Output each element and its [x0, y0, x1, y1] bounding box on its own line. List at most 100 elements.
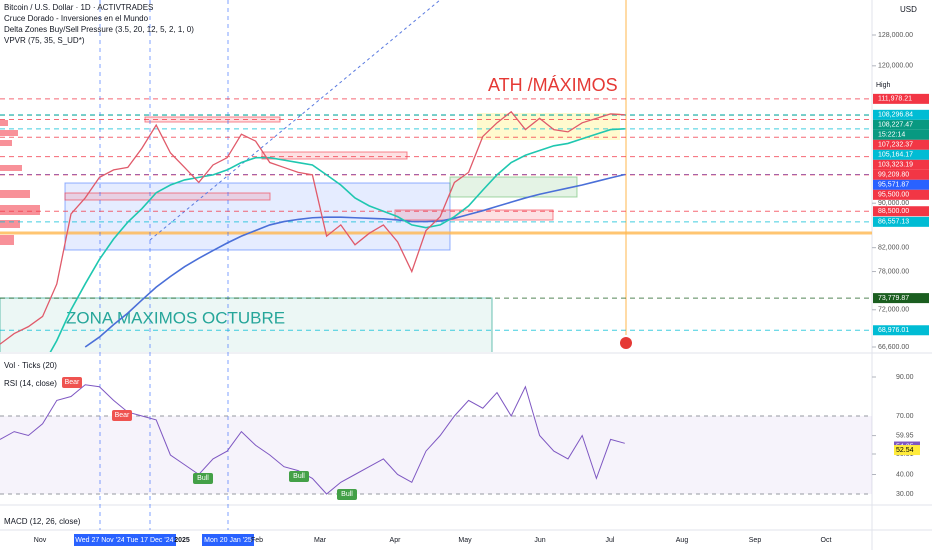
vp-bar: [0, 120, 8, 126]
zone-box: [64, 182, 451, 251]
signal-label: Bull: [197, 475, 209, 482]
time-label: Tue 17 Dec '24: [127, 537, 174, 544]
price-tick-label: 78,000.00: [878, 268, 909, 275]
time-label: Nov: [34, 537, 47, 544]
price-label-box: [873, 159, 929, 170]
vp-bar: [0, 190, 30, 198]
price-label: 103,323.19: [878, 162, 913, 169]
price-label: 86,557.13: [878, 219, 909, 226]
zone-box: [261, 151, 408, 160]
price-label: 111,978.21: [878, 96, 912, 103]
date-highlight: [202, 534, 254, 546]
signal-label: Bear: [65, 379, 80, 386]
countdown-box: [873, 129, 929, 140]
high-label: High: [876, 82, 891, 89]
event-icon[interactable]: [620, 337, 632, 349]
annotation: ATH /MÁXIMOS: [488, 75, 618, 95]
rsi-tick-label: 30.00: [896, 491, 914, 498]
price-label-box: [873, 93, 929, 104]
price-label: 95,500.00: [878, 192, 909, 199]
price-label-box: [873, 325, 929, 336]
time-label: Oct: [821, 537, 832, 544]
price-tick-label: 82,000.00: [878, 245, 909, 252]
signal-box: [193, 473, 213, 484]
time-label: Mon 20 Jan '25: [204, 537, 252, 544]
signal-box: [289, 471, 309, 482]
price-label: 99,209.80: [878, 172, 909, 179]
trend-line: [149, 0, 441, 241]
ma_slow-line: [84, 173, 625, 348]
time-label: May: [458, 537, 472, 544]
vp-bar: [0, 220, 20, 228]
signal-label: Bull: [341, 491, 353, 498]
price-label: 108,227.47: [878, 122, 913, 129]
signal-box: [337, 489, 357, 500]
time-label: Jul: [606, 537, 615, 544]
rsi-tick-label: 90.00: [896, 374, 914, 381]
price-label-box: [873, 139, 929, 150]
price-label-box: [873, 119, 929, 130]
time-label: Feb: [251, 537, 263, 544]
rsi-marker: 52.54: [896, 447, 914, 454]
zone-box: [64, 192, 271, 201]
rsi-tick-label: 70.00: [896, 413, 914, 420]
currency: USD: [900, 5, 917, 14]
price-label-box: [873, 189, 929, 200]
price-tick-label: 128,000.00: [878, 32, 913, 39]
price-tick-label: 90,000.00: [878, 200, 909, 207]
signal-label: Bull: [293, 473, 305, 480]
price-tick-label: 66,600.00: [878, 344, 909, 351]
time-label: Mar: [314, 537, 327, 544]
price-label-box: [873, 169, 929, 180]
price-pane: [0, 98, 872, 352]
ma_fast-line: [49, 128, 625, 352]
price-label: 95,571.87: [878, 182, 909, 189]
vp-bar: [0, 140, 12, 146]
rsi-marker-box: [894, 445, 920, 456]
signal-box: [62, 377, 82, 388]
pane-title: RSI (14, close): [4, 379, 57, 388]
price-label: 73,779.87: [878, 295, 909, 302]
time-label: Sep: [749, 537, 762, 544]
indicator-label: Delta Zones Buy/Sell Pressure (3.5, 20, …: [4, 25, 194, 34]
rsi-tick-label: 40.00: [896, 471, 914, 478]
price-label: 108,296.84: [878, 112, 913, 119]
price-label-box: [873, 293, 929, 304]
price-label: 105,164.17: [878, 152, 913, 159]
vp-bar: [0, 130, 18, 136]
price-label: 68,976.01: [878, 327, 909, 334]
indicator-label: VPVR (75, 35, S_UD*): [4, 36, 85, 45]
symbol-title: Bitcoin / U.S. Dollar · 1D · ACTIVTRADES: [4, 3, 153, 12]
date-highlight: [124, 534, 176, 546]
rsi-tick-label: 59.95: [896, 432, 914, 439]
rsi-line: [0, 384, 625, 495]
zone-box: [449, 176, 578, 198]
vp-bar: [0, 205, 40, 215]
zone-box: [0, 297, 493, 352]
pane-title: MACD (12, 26, close): [4, 517, 81, 526]
time-label: Aug: [676, 537, 689, 544]
price-line: [0, 110, 625, 345]
indicator-label: Cruce Dorado - Inversiones en el Mundo: [4, 14, 149, 23]
price-label-box: [873, 149, 929, 160]
rsi-band: [0, 416, 872, 494]
signal-box: [112, 410, 132, 421]
annotation: ZONA MAXIMOS OCTUBRE: [66, 308, 285, 327]
zone-box: [477, 113, 620, 140]
price-label-box: [873, 216, 929, 227]
pane-title: Vol · Ticks (20): [4, 361, 57, 370]
volume-profile: [0, 120, 40, 245]
price-tick-label: 120,000.00: [878, 63, 913, 70]
price-label-box: [873, 179, 929, 190]
price-label-box: [873, 206, 929, 217]
time-label: Wed 27 Nov '24: [75, 537, 125, 544]
time-label: Apr: [390, 537, 402, 544]
vp-bar: [0, 235, 14, 245]
countdown: 15:22:14: [878, 132, 905, 139]
price-label: 88,500.00: [878, 208, 909, 215]
price-label-box: [873, 109, 929, 120]
date-highlight: [74, 534, 126, 546]
vp-bar: [0, 165, 22, 171]
